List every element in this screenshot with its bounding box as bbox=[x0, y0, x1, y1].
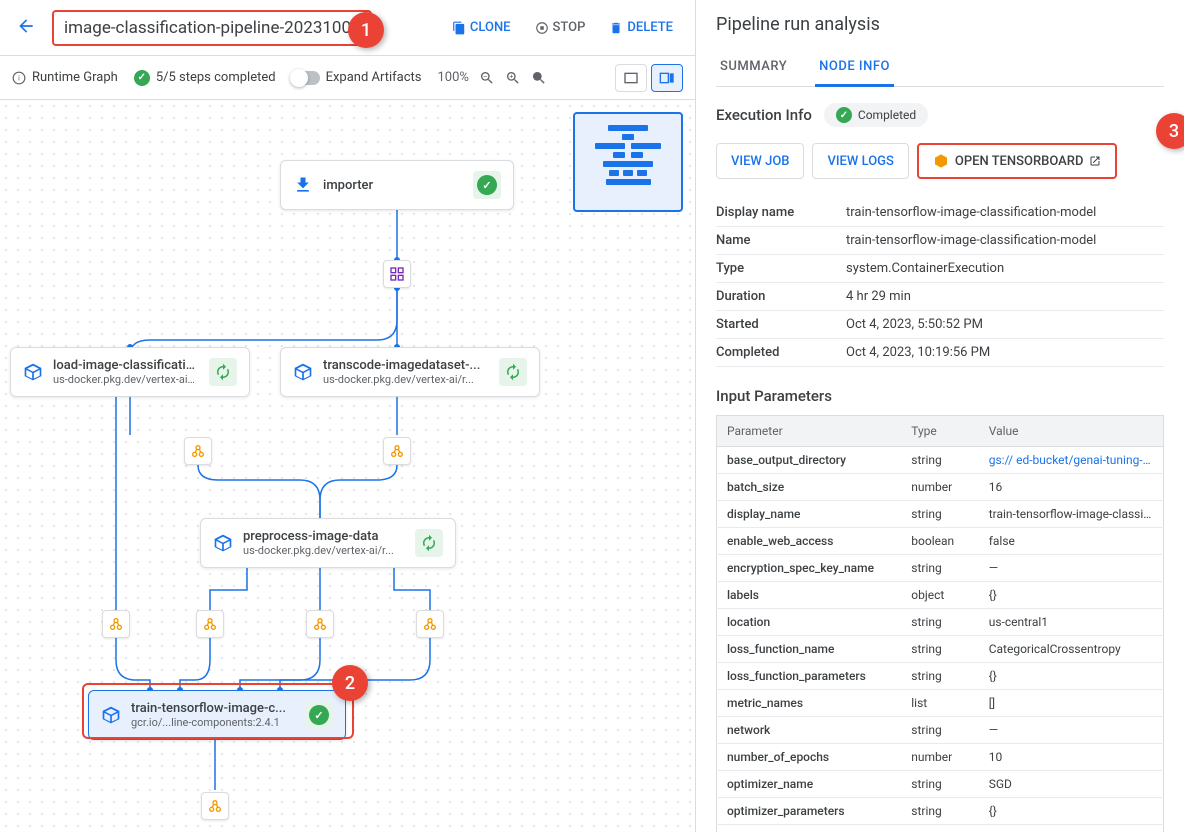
cube-icon bbox=[23, 362, 43, 382]
callout-1: 1 bbox=[348, 12, 384, 48]
view-job-button[interactable]: VIEW JOB bbox=[716, 143, 804, 179]
zoom-reset-icon[interactable] bbox=[531, 70, 547, 86]
tab-summary[interactable]: SUMMARY bbox=[716, 49, 791, 86]
node-preprocess[interactable]: preprocess-image-dataus-docker.pkg.dev/v… bbox=[200, 518, 456, 568]
cube-icon bbox=[213, 533, 233, 553]
back-arrow[interactable] bbox=[12, 12, 40, 44]
clone-button[interactable]: CLONE bbox=[442, 14, 521, 41]
param-row: loss_function_namestringCategoricalCross… bbox=[717, 636, 1164, 663]
check-icon bbox=[309, 705, 329, 725]
tensorboard-icon bbox=[933, 153, 949, 169]
side-panel: Pipeline run analysis SUMMARY NODE INFO … bbox=[696, 0, 1184, 832]
pipeline-canvas[interactable]: importer load-image-classificatio...us-d… bbox=[0, 100, 695, 832]
tab-node-info[interactable]: NODE INFO bbox=[815, 49, 894, 87]
artifact-7[interactable] bbox=[201, 792, 229, 820]
input-parameters-title: Input Parameters bbox=[716, 387, 1164, 405]
execution-info-title: Execution Info bbox=[716, 106, 812, 124]
param-row: projectstringlak nited bbox=[717, 825, 1164, 832]
zoom-level: 100% bbox=[438, 70, 469, 85]
zoom-in-icon[interactable] bbox=[505, 70, 521, 86]
view-logs-button[interactable]: VIEW LOGS bbox=[812, 143, 908, 179]
delete-button[interactable]: DELETE bbox=[599, 14, 683, 41]
expand-artifacts-toggle[interactable]: Expand Artifacts bbox=[292, 70, 422, 85]
runtime-graph-label[interactable]: iRuntime Graph bbox=[12, 70, 118, 85]
param-row: display_namestringtrain-tensorflow-image… bbox=[717, 501, 1164, 528]
node-transcode[interactable]: transcode-imagedataset-...us-docker.pkg.… bbox=[280, 347, 540, 397]
status-badge: Completed bbox=[824, 103, 928, 127]
view-mode-1[interactable] bbox=[615, 64, 647, 92]
param-row: metric_nameslist[] bbox=[717, 690, 1164, 717]
download-icon bbox=[293, 175, 313, 195]
artifact-4[interactable] bbox=[196, 610, 224, 638]
node-train[interactable]: train-tensorflow-image-c...gcr.io/...lin… bbox=[88, 690, 346, 740]
svg-text:i: i bbox=[18, 74, 20, 82]
cached-icon bbox=[504, 363, 522, 381]
open-tensorboard-button[interactable]: OPEN TENSORBOARD bbox=[917, 143, 1118, 179]
param-row: batch_sizenumber16 bbox=[717, 474, 1164, 501]
zoom-controls: 100% bbox=[438, 70, 547, 86]
param-table: Parameter Type Value base_output_directo… bbox=[716, 415, 1164, 832]
param-row: base_output_directorystringgs:// ed-buck… bbox=[717, 447, 1164, 474]
artifact-5[interactable] bbox=[306, 610, 334, 638]
execution-info-table: Display nametrain-tensorflow-image-class… bbox=[716, 199, 1164, 367]
param-row: locationstringus-central1 bbox=[717, 609, 1164, 636]
artifact-1[interactable] bbox=[184, 437, 212, 465]
callout-2: 2 bbox=[332, 665, 368, 701]
artifact-3[interactable] bbox=[102, 610, 130, 638]
cached-icon bbox=[420, 534, 438, 552]
param-row: encryption_spec_key_namestring— bbox=[717, 555, 1164, 582]
node-importer[interactable]: importer bbox=[280, 160, 514, 210]
artifact-2[interactable] bbox=[383, 437, 411, 465]
artifact-6[interactable] bbox=[416, 610, 444, 638]
check-icon bbox=[477, 175, 497, 195]
param-row: number_of_epochsnumber10 bbox=[717, 744, 1164, 771]
steps-completed: 5/5 steps completed bbox=[134, 70, 276, 86]
artifact-small-1[interactable] bbox=[383, 260, 411, 288]
param-row: optimizer_namestringSGD bbox=[717, 771, 1164, 798]
cube-icon bbox=[101, 705, 121, 725]
cube-icon bbox=[293, 362, 313, 382]
param-row: loss_function_parametersstring{} bbox=[717, 663, 1164, 690]
sub-toolbar: iRuntime Graph 5/5 steps completed Expan… bbox=[0, 56, 695, 100]
view-mode-2[interactable] bbox=[651, 64, 683, 92]
param-row: labelsobject{} bbox=[717, 582, 1164, 609]
callout-3: 3 bbox=[1156, 113, 1184, 149]
stop-button[interactable]: STOP bbox=[525, 14, 596, 41]
param-row: enable_web_accessbooleanfalse bbox=[717, 528, 1164, 555]
minimap[interactable] bbox=[573, 112, 683, 212]
param-row: networkstring— bbox=[717, 717, 1164, 744]
zoom-out-icon[interactable] bbox=[479, 70, 495, 86]
pipeline-title: image-classification-pipeline-2023100000… bbox=[52, 10, 372, 46]
cached-icon bbox=[214, 363, 232, 381]
external-icon bbox=[1089, 155, 1101, 167]
topbar: image-classification-pipeline-2023100000… bbox=[0, 0, 695, 56]
param-row: optimizer_parametersstring{} bbox=[717, 798, 1164, 825]
panel-title: Pipeline run analysis bbox=[716, 14, 1164, 35]
node-load-image[interactable]: load-image-classificatio...us-docker.pkg… bbox=[10, 347, 250, 397]
